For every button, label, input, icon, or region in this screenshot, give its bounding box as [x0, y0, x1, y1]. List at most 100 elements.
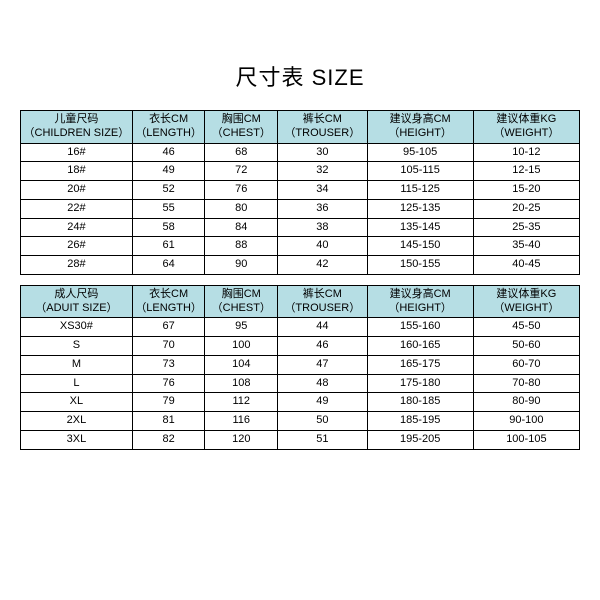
header-label-en: （TROUSER） — [279, 127, 365, 141]
table-row: XL7911249180-18580-90 — [21, 393, 580, 412]
header-label-cn: 建议身高CM — [369, 288, 472, 302]
header-label-cn: 胸围CM — [206, 113, 276, 127]
header-label-en: （WEIGHT） — [475, 302, 578, 316]
table-row: XS30#679544155-16045-50 — [21, 318, 580, 337]
adult-header-cell: 裤长CM（TROUSER） — [278, 285, 367, 318]
table-cell: 24# — [21, 218, 133, 237]
table-cell: 16# — [21, 143, 133, 162]
table-cell: 12-15 — [473, 162, 579, 181]
table-row: 2XL8111650185-19590-100 — [21, 412, 580, 431]
table-cell: 52 — [132, 181, 205, 200]
table-row: 18#497232105-11512-15 — [21, 162, 580, 181]
adult-header-row: 成人尺码（ADUIT SIZE）衣长CM（LENGTH）胸围CM（CHEST）裤… — [21, 285, 580, 318]
table-row: 20#527634115-12515-20 — [21, 181, 580, 200]
table-row: 26#618840145-15035-40 — [21, 237, 580, 256]
table-cell: 3XL — [21, 430, 133, 449]
table-cell: 125-135 — [367, 199, 473, 218]
table-cell: 82 — [132, 430, 205, 449]
table-cell: 51 — [278, 430, 367, 449]
table-cell: 160-165 — [367, 337, 473, 356]
table-cell: 10-12 — [473, 143, 579, 162]
adult-header-cell: 成人尺码（ADUIT SIZE） — [21, 285, 133, 318]
table-cell: 180-185 — [367, 393, 473, 412]
header-label-en: （ADUIT SIZE） — [22, 302, 131, 316]
header-label-en: （LENGTH） — [134, 302, 204, 316]
header-label-cn: 建议身高CM — [369, 113, 472, 127]
table-cell: XL — [21, 393, 133, 412]
section-gap — [21, 274, 580, 285]
table-cell: 36 — [278, 199, 367, 218]
table-cell: XS30# — [21, 318, 133, 337]
children-header-cell: 衣长CM（LENGTH） — [132, 111, 205, 144]
size-table: 儿童尺码（CHILDREN SIZE）衣长CM（LENGTH）胸围CM（CHES… — [20, 110, 580, 450]
adult-header-cell: 建议体重KG（WEIGHT） — [473, 285, 579, 318]
table-cell: 72 — [205, 162, 278, 181]
children-header-cell: 建议体重KG（WEIGHT） — [473, 111, 579, 144]
table-cell: 115-125 — [367, 181, 473, 200]
table-cell: 175-180 — [367, 374, 473, 393]
table-cell: 90-100 — [473, 412, 579, 431]
table-cell: 46 — [132, 143, 205, 162]
table-cell: 50 — [278, 412, 367, 431]
table-cell: 104 — [205, 355, 278, 374]
children-header-cell: 建议身高CM（HEIGHT） — [367, 111, 473, 144]
table-cell: 84 — [205, 218, 278, 237]
table-row: S7010046160-16550-60 — [21, 337, 580, 356]
table-cell: 135-145 — [367, 218, 473, 237]
table-cell: 38 — [278, 218, 367, 237]
table-cell: 20-25 — [473, 199, 579, 218]
table-cell: 30 — [278, 143, 367, 162]
table-row: 28#649042150-15540-45 — [21, 256, 580, 275]
header-label-en: （CHEST） — [206, 302, 276, 316]
adult-header-cell: 建议身高CM（HEIGHT） — [367, 285, 473, 318]
table-cell: 44 — [278, 318, 367, 337]
table-row: 22#558036125-13520-25 — [21, 199, 580, 218]
table-cell: 108 — [205, 374, 278, 393]
table-cell: 185-195 — [367, 412, 473, 431]
table-cell: 32 — [278, 162, 367, 181]
table-cell: 20# — [21, 181, 133, 200]
table-cell: 40-45 — [473, 256, 579, 275]
table-cell: 61 — [132, 237, 205, 256]
table-cell: 26# — [21, 237, 133, 256]
header-label-cn: 衣长CM — [134, 113, 204, 127]
header-label-cn: 建议体重KG — [475, 113, 578, 127]
header-label-cn: 裤长CM — [279, 288, 365, 302]
adult-header-cell: 胸围CM（CHEST） — [205, 285, 278, 318]
table-cell: 73 — [132, 355, 205, 374]
table-cell: 150-155 — [367, 256, 473, 275]
header-label-cn: 胸围CM — [206, 288, 276, 302]
header-label-en: （HEIGHT） — [369, 302, 472, 316]
table-cell: 22# — [21, 199, 133, 218]
children-header-cell: 胸围CM（CHEST） — [205, 111, 278, 144]
header-label-en: （TROUSER） — [279, 302, 365, 316]
table-cell: 120 — [205, 430, 278, 449]
table-cell: 64 — [132, 256, 205, 275]
table-cell: 45-50 — [473, 318, 579, 337]
table-row: L7610848175-18070-80 — [21, 374, 580, 393]
table-cell: 58 — [132, 218, 205, 237]
table-cell: 100-105 — [473, 430, 579, 449]
table-cell: 50-60 — [473, 337, 579, 356]
table-cell: 67 — [132, 318, 205, 337]
adult-header-cell: 衣长CM（LENGTH） — [132, 285, 205, 318]
table-cell: 49 — [132, 162, 205, 181]
table-cell: 48 — [278, 374, 367, 393]
table-cell: 81 — [132, 412, 205, 431]
table-cell: 18# — [21, 162, 133, 181]
table-cell: 68 — [205, 143, 278, 162]
table-cell: 34 — [278, 181, 367, 200]
table-cell: 47 — [278, 355, 367, 374]
table-cell: 165-175 — [367, 355, 473, 374]
table-cell: L — [21, 374, 133, 393]
table-row: 24#588438135-14525-35 — [21, 218, 580, 237]
table-row: M7310447165-17560-70 — [21, 355, 580, 374]
table-cell: 105-115 — [367, 162, 473, 181]
table-cell: 88 — [205, 237, 278, 256]
table-cell: M — [21, 355, 133, 374]
table-cell: 55 — [132, 199, 205, 218]
table-cell: 155-160 — [367, 318, 473, 337]
table-cell: 25-35 — [473, 218, 579, 237]
header-label-cn: 建议体重KG — [475, 288, 578, 302]
table-cell: S — [21, 337, 133, 356]
